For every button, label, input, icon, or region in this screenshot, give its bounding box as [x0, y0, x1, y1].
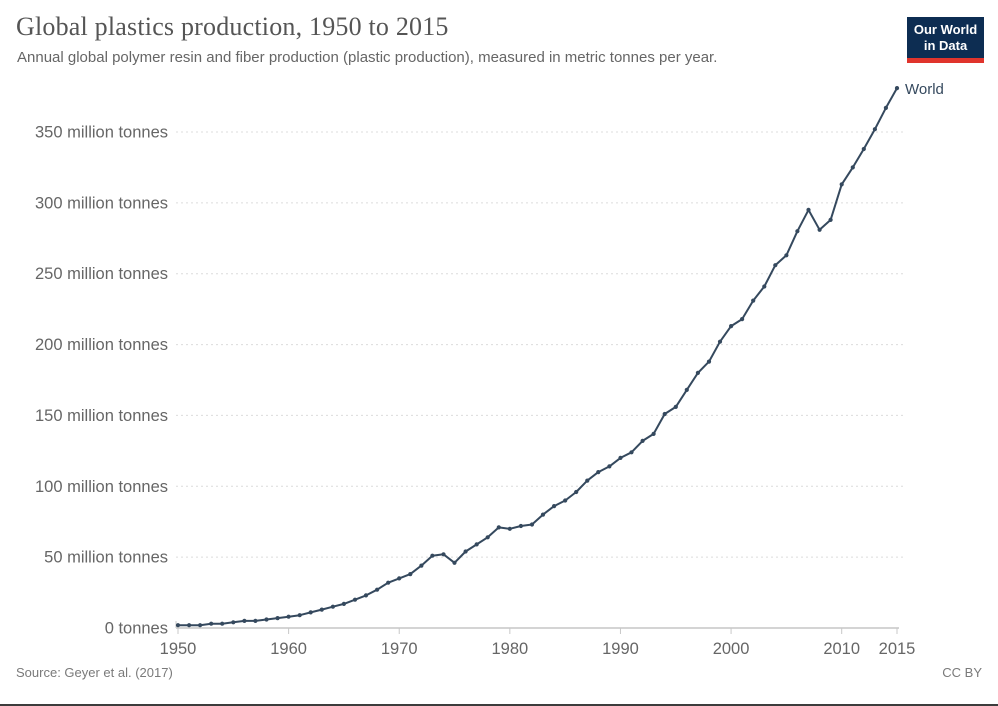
data-point-marker: [187, 623, 192, 628]
owid-logo[interactable]: Our World in Data: [907, 17, 984, 63]
data-point-marker: [883, 105, 889, 110]
owid-logo-red-bar: [907, 58, 984, 63]
data-point-marker: [795, 229, 800, 234]
data-point-marker: [872, 127, 878, 132]
data-point-marker: [618, 455, 623, 460]
data-point-marker: [441, 552, 446, 557]
data-point-marker: [563, 498, 568, 503]
x-axis-tick-label: 1960: [270, 640, 307, 658]
data-point-marker: [662, 411, 667, 417]
data-point-marker: [828, 217, 833, 222]
y-axis-tick-label: 350 million tonnes: [35, 124, 168, 142]
data-point-marker: [717, 339, 723, 344]
data-point-marker: [574, 489, 579, 495]
data-point-marker: [773, 263, 778, 268]
data-point-marker: [363, 593, 369, 598]
data-point-marker: [640, 438, 645, 443]
data-point-marker: [861, 146, 866, 152]
data-point-marker: [894, 86, 900, 91]
data-point-marker: [695, 370, 701, 375]
data-point-marker: [297, 613, 302, 618]
data-point-marker: [552, 504, 557, 509]
license-badge[interactable]: CC BY: [942, 665, 982, 680]
data-point-marker: [585, 478, 590, 483]
data-point-marker: [375, 587, 380, 592]
data-point-marker: [684, 387, 689, 392]
data-point-marker: [673, 404, 678, 409]
world-line-series: [177, 87, 898, 627]
y-axis-tick-label: 200 million tonnes: [35, 336, 168, 354]
data-point-marker: [817, 227, 822, 232]
data-point-marker: [839, 182, 844, 187]
data-point-marker: [397, 576, 402, 581]
data-point-marker: [806, 207, 811, 212]
chart-title: Global plastics production, 1950 to 2015: [16, 12, 449, 41]
data-point-marker: [419, 563, 424, 568]
data-point-marker: [529, 522, 535, 527]
y-axis-tick-label: 250 million tonnes: [35, 265, 168, 283]
data-point-marker: [507, 526, 512, 531]
x-axis-tick-label: 2000: [713, 640, 750, 658]
data-point-marker: [596, 470, 601, 475]
x-axis-tick-label: 1970: [381, 640, 418, 658]
data-point-marker: [540, 512, 546, 517]
data-point-marker: [275, 616, 280, 621]
data-point-marker: [850, 165, 855, 170]
data-point-marker: [352, 597, 358, 602]
owid-logo-line1: Our World: [913, 22, 978, 37]
x-axis-tick-label: 1980: [491, 640, 528, 658]
data-point-marker: [253, 618, 258, 624]
data-point-marker: [629, 450, 634, 455]
data-point-marker: [729, 324, 734, 329]
data-point-marker: [762, 284, 767, 289]
y-axis-tick-label: 100 million tonnes: [35, 478, 168, 496]
data-point-marker: [175, 623, 181, 628]
data-point-marker: [430, 553, 435, 558]
data-point-marker: [751, 298, 756, 303]
y-axis-tick-label: 50 million tonnes: [44, 549, 168, 567]
data-point-marker: [706, 359, 712, 364]
data-point-marker: [319, 607, 324, 612]
data-point-marker: [386, 580, 391, 585]
data-point-marker: [209, 621, 214, 626]
y-axis-tick-label: 0 tonnes: [105, 620, 168, 638]
series-label-world: World: [905, 81, 944, 98]
source-note: Source: Geyer et al. (2017): [16, 665, 173, 680]
data-point-marker: [308, 610, 313, 615]
data-point-marker: [264, 617, 269, 622]
y-axis-tick-label: 300 million tonnes: [35, 194, 168, 212]
data-point-marker: [485, 535, 490, 540]
data-point-marker: [740, 317, 745, 322]
data-point-marker: [518, 523, 524, 529]
data-point-marker: [242, 618, 247, 624]
x-axis-tick-label: 2015: [879, 640, 916, 658]
data-point-marker: [408, 572, 413, 577]
x-axis-tick-label: 2010: [823, 640, 860, 658]
data-point-marker: [474, 542, 479, 547]
data-point-marker: [607, 464, 612, 469]
data-point-marker: [286, 614, 291, 619]
data-point-marker: [231, 620, 236, 625]
data-point-marker: [463, 549, 468, 554]
owid-logo-line2: in Data: [923, 38, 968, 53]
data-point-marker: [198, 623, 203, 628]
data-point-marker: [220, 621, 225, 626]
data-point-marker: [330, 604, 335, 609]
data-point-marker: [784, 253, 789, 258]
y-axis-tick-label: 150 million tonnes: [35, 407, 168, 425]
data-point-marker: [452, 560, 457, 565]
chart-subtitle: Annual global polymer resin and fiber pr…: [17, 49, 718, 66]
x-axis-tick-label: 1950: [160, 640, 197, 658]
chart-footer: Source: Geyer et al. (2017) CC BY: [16, 665, 982, 680]
data-point-marker: [496, 525, 501, 530]
data-point-marker: [651, 431, 656, 436]
data-point-marker: [341, 601, 346, 607]
x-axis-tick-label: 1990: [602, 640, 639, 658]
owid-logo-text: Our World in Data: [907, 17, 984, 58]
